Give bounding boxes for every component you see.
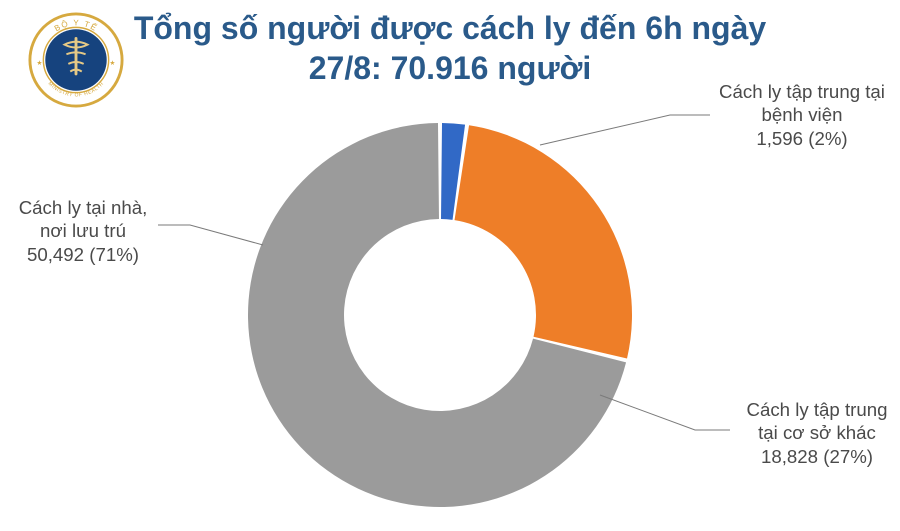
callout-hospital: Cách ly tập trung tại bệnh viện 1,596 (2… <box>712 80 892 150</box>
leader-line-home <box>158 225 263 245</box>
leader-line-hospital <box>540 115 710 145</box>
callout-other_facility: Cách ly tập trung tại cơ sở khác 18,828 … <box>732 398 900 468</box>
leader-line-other_facility <box>600 395 730 430</box>
callout-home: Cách ly tại nhà, nơi lưu trú 50,492 (71%… <box>10 196 156 266</box>
